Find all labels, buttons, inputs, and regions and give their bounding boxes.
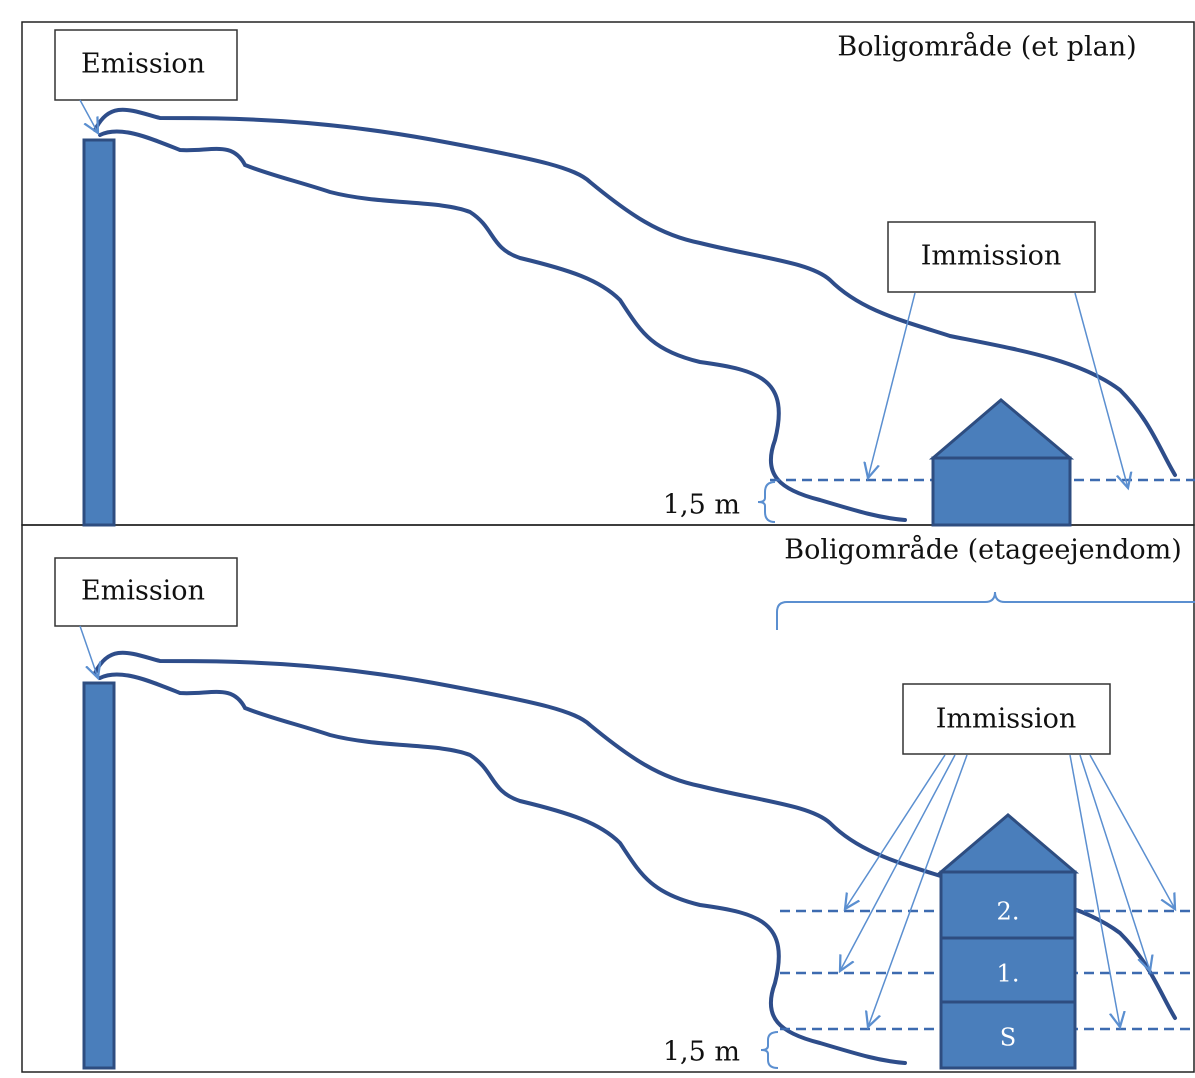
house-body	[933, 458, 1070, 525]
brace	[761, 1032, 778, 1068]
height-label: 1,5 m	[663, 1037, 740, 1068]
diagram: Emission Boligområde (et plan) Immission…	[0, 0, 1195, 1078]
arrow	[80, 100, 98, 133]
floor-label: 1.	[997, 960, 1020, 988]
arrow	[868, 293, 915, 478]
panel-top: Emission Boligområde (et plan) Immission…	[55, 30, 1195, 525]
area-brace	[777, 592, 1195, 630]
chimney	[84, 683, 114, 1068]
house-roof	[933, 400, 1070, 458]
immission-label: Immission	[936, 704, 1077, 735]
plume-lower	[100, 131, 905, 520]
floor-label: S	[1000, 1024, 1016, 1052]
arrow	[840, 755, 955, 971]
arrow	[80, 626, 98, 678]
area-label: Boligområde (et plan)	[837, 31, 1136, 63]
immission-label: Immission	[921, 241, 1062, 272]
area-label: Boligområde (etageejendom)	[784, 534, 1181, 566]
building-roof	[941, 815, 1075, 872]
arrow	[1090, 755, 1175, 909]
brace	[758, 482, 775, 522]
chimney	[84, 140, 114, 525]
emission-label: Emission	[81, 576, 205, 607]
emission-label: Emission	[81, 49, 205, 80]
arrow	[845, 755, 945, 909]
floor-label: 2.	[997, 898, 1020, 926]
panel-bottom: Emission Boligområde (etageejendom) 2. 1…	[55, 534, 1195, 1069]
plume-lower	[100, 674, 905, 1063]
height-label: 1,5 m	[663, 490, 740, 521]
